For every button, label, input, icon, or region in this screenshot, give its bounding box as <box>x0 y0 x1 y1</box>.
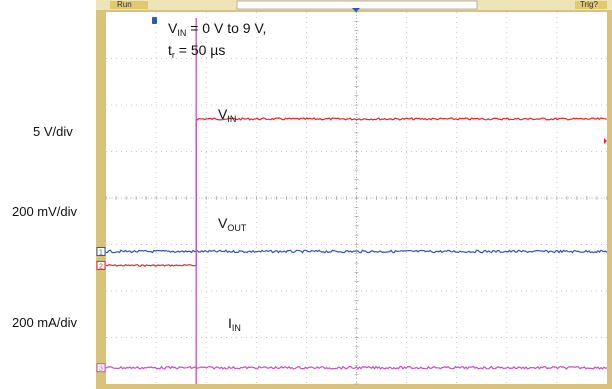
run-status: Run <box>117 0 132 9</box>
vin-scale-label: 5 V/div <box>33 124 73 139</box>
trigger-position-marker <box>352 8 360 12</box>
vout-trace-label: VOUT <box>218 215 247 233</box>
iin-trace-label: IIN <box>228 315 241 333</box>
channel-3-marker <box>96 363 106 373</box>
channel-1-marker-label: 1 <box>99 249 103 256</box>
annotation-vin-range: VIN = 0 V to 9 V, <box>168 20 267 38</box>
channel-2-marker <box>96 260 106 270</box>
scope-bezel-right <box>607 0 612 389</box>
trigger-status: Trig? <box>580 0 598 9</box>
trace-iin <box>105 365 608 370</box>
vout-scale-label: 200 mV/div <box>12 204 78 219</box>
traces <box>105 18 608 384</box>
time-reference-marker <box>152 17 157 24</box>
trigger-level-marker <box>604 138 607 144</box>
channel-1-marker <box>96 246 106 256</box>
trigger-window <box>236 0 478 10</box>
trace-vout <box>105 249 608 254</box>
trace-vin <box>105 117 607 267</box>
graticule <box>105 11 608 385</box>
trig-badge <box>575 1 607 9</box>
channel-3-marker-label: 3 <box>99 366 103 373</box>
run-badge <box>110 1 148 9</box>
vin-trace-label: VIN <box>218 106 237 124</box>
annotation-rise-time: tr = 50 µs <box>168 42 226 60</box>
channel-2-marker-label: 2 <box>99 263 103 270</box>
channel-markers: 2 1 3 <box>96 246 106 373</box>
iin-scale-label: 200 mA/div <box>12 315 78 330</box>
